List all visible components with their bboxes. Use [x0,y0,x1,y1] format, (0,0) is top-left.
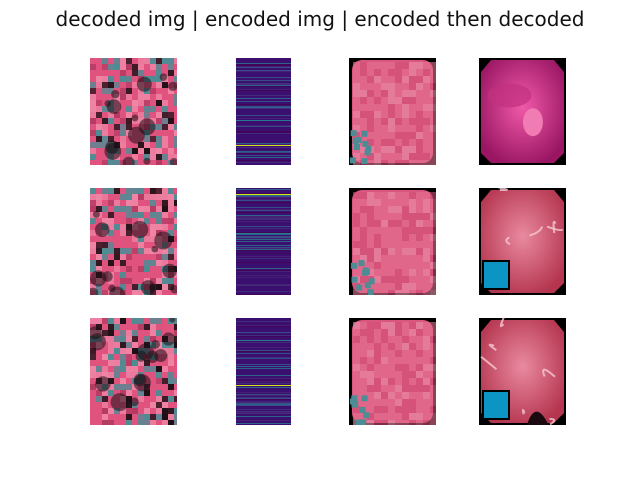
decoded-img-image [90,58,177,165]
encoded-then-decoded-row-2 [349,188,436,295]
original-row-2 [479,188,566,295]
original-row-3 [479,318,566,425]
encoded-img-image [236,188,291,295]
encoded-then-decoded-row-3 [349,318,436,425]
decoded-img-image [90,318,177,425]
decoded-img-image [90,188,177,295]
encoded-img-row-1 [236,58,291,165]
original-image [479,188,566,295]
encoded-then-decoded-image [349,58,436,165]
original-image [479,58,566,165]
decoded-img-row-1 [90,58,177,165]
encoded-then-decoded-row-1 [349,58,436,165]
decoded-img-row-2 [90,188,177,295]
encoded-then-decoded-image [349,318,436,425]
figure-title: decoded img | encoded img | encoded then… [55,7,585,31]
decoded-img-row-3 [90,318,177,425]
encoded-img-image [236,58,291,165]
encoded-img-row-3 [236,318,291,425]
encoded-img-image [236,318,291,425]
encoded-then-decoded-image [349,188,436,295]
original-row-1 [479,58,566,165]
encoded-img-row-2 [236,188,291,295]
original-image [479,318,566,425]
